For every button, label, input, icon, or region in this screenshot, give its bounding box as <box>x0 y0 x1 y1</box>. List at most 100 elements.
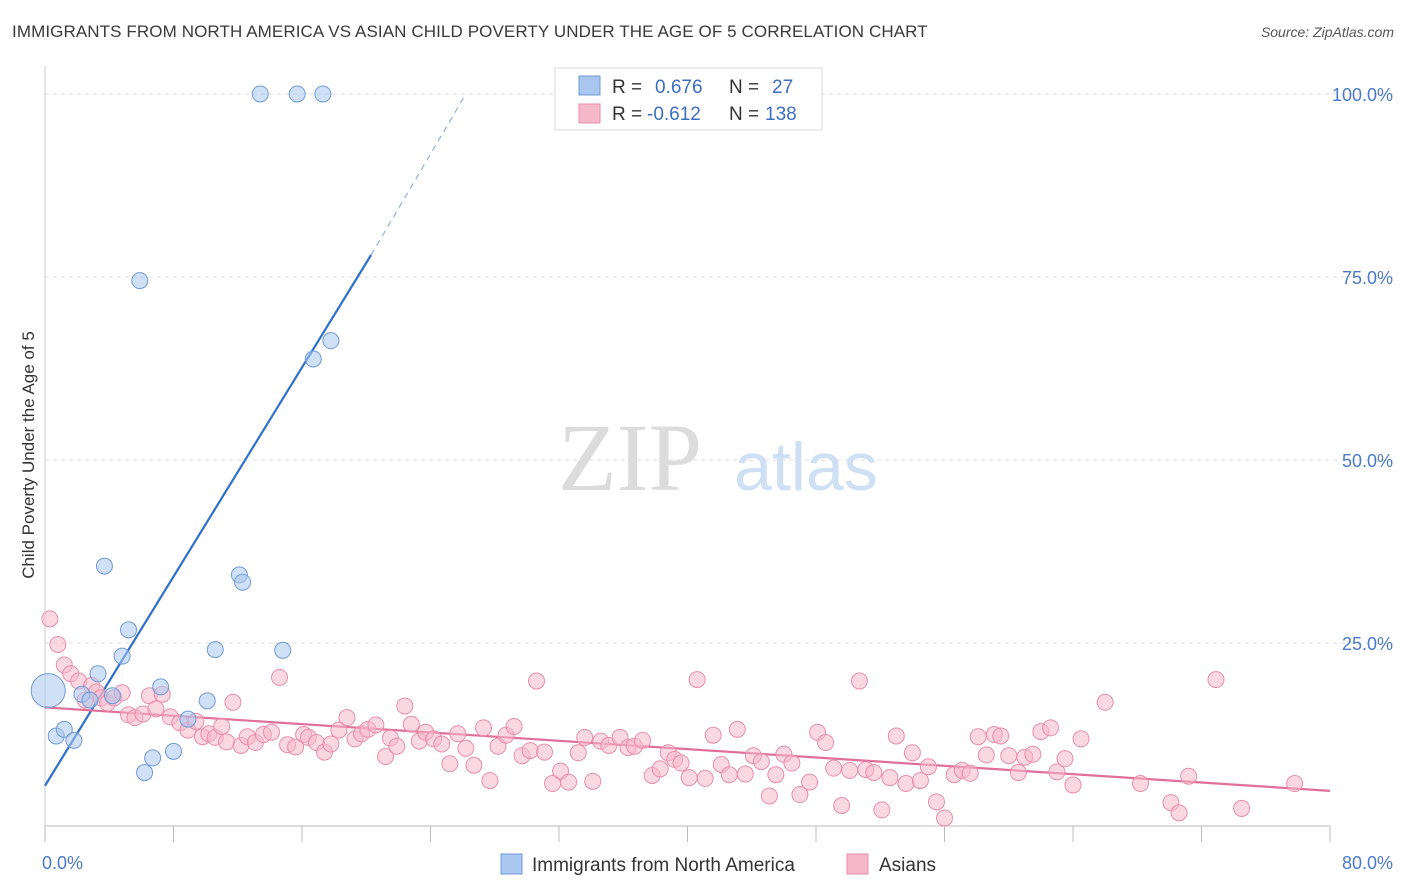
point-asians <box>887 727 905 745</box>
point-asians <box>977 746 995 764</box>
point-asians <box>338 709 356 727</box>
point-asians <box>475 719 493 737</box>
point-north-america <box>131 272 149 290</box>
point-north-america <box>198 692 216 710</box>
bottom-legend-swatch-asians <box>846 853 869 875</box>
point-asians <box>1000 747 1018 765</box>
legend-r-value-1: 0.676 <box>655 77 703 98</box>
point-asians <box>688 671 706 689</box>
point-asians <box>720 766 738 784</box>
point-asians <box>1286 775 1304 793</box>
source-label: Source: ZipAtlas.com <box>1260 24 1394 40</box>
point-north-america <box>136 764 154 782</box>
y-tick-label: 50.0% <box>1342 451 1393 471</box>
bottom-legend-label-asians: Asians <box>879 855 936 876</box>
point-north-america <box>89 665 107 683</box>
y-tick-label: 25.0% <box>1342 634 1393 654</box>
chart-title: IMMIGRANTS FROM NORTH AMERICA VS ASIAN C… <box>12 22 928 41</box>
point-asians <box>634 731 652 749</box>
point-asians <box>1048 763 1066 781</box>
x-tick-label-max: 80.0% <box>1342 853 1393 873</box>
point-asians <box>576 728 594 746</box>
point-asians <box>865 764 883 782</box>
point-asians <box>903 744 921 762</box>
point-asians <box>833 797 851 815</box>
point-north-america <box>113 647 131 665</box>
point-asians <box>433 735 451 753</box>
point-asians <box>919 758 937 776</box>
legend-n-value-1: 27 <box>772 77 793 98</box>
point-asians <box>402 715 420 733</box>
point-asians <box>961 764 979 782</box>
watermark: ZIP atlas <box>558 404 878 511</box>
point-asians <box>147 700 165 718</box>
point-asians <box>881 769 899 787</box>
point-asians <box>218 733 236 751</box>
point-asians <box>783 754 801 772</box>
point-asians <box>801 773 819 791</box>
point-asians <box>330 721 348 739</box>
point-asians <box>367 716 385 734</box>
trend-line-asians <box>44 706 1331 792</box>
point-asians <box>1042 719 1060 737</box>
y-tick-label: 100.0% <box>1332 85 1393 105</box>
point-asians <box>262 723 280 741</box>
point-asians <box>465 756 483 774</box>
watermark-zip: ZIP <box>558 404 702 511</box>
point-asians <box>1072 730 1090 748</box>
point-asians <box>213 717 231 735</box>
point-north-america <box>95 557 113 575</box>
point-north-america <box>81 691 99 709</box>
legend-r-label-1: R = <box>612 77 642 98</box>
point-asians <box>752 753 770 771</box>
point-asians <box>441 755 459 773</box>
point-asians <box>1009 764 1027 782</box>
point-north-america <box>288 85 306 103</box>
point-asians <box>396 697 414 715</box>
point-north-america <box>274 641 292 659</box>
point-asians <box>41 610 59 628</box>
point-asians <box>1024 745 1042 763</box>
bottom-legend: Immigrants from North America Asians <box>500 853 936 876</box>
legend-r-label-2: R = <box>612 104 642 125</box>
point-asians <box>1096 693 1114 711</box>
point-north-america <box>165 742 182 760</box>
point-north-america <box>322 332 340 350</box>
data-points <box>30 85 1304 827</box>
legend-n-label-2: N = <box>729 104 759 125</box>
bottom-legend-swatch-north-america <box>500 853 523 875</box>
legend-swatch-asians <box>578 103 601 124</box>
legend-box: R = 0.676 N = 27 R = -0.612 N = 138 <box>554 67 823 131</box>
point-asians <box>969 728 987 746</box>
point-asians <box>388 737 406 755</box>
point-asians <box>841 761 859 779</box>
point-asians <box>704 726 722 744</box>
point-asians <box>569 744 587 762</box>
y-tick-labels: 25.0% 50.0% 75.0% 100.0% <box>1332 85 1393 654</box>
legend-r-value-2: -0.612 <box>647 104 701 125</box>
point-asians <box>1131 775 1149 793</box>
point-north-america <box>206 641 224 659</box>
point-north-america <box>152 678 170 696</box>
point-asians <box>449 725 467 743</box>
point-asians <box>911 772 929 790</box>
point-asians <box>767 766 785 784</box>
point-asians <box>992 727 1010 745</box>
point-asians <box>936 809 953 827</box>
point-north-america <box>103 687 121 705</box>
point-asians <box>1056 750 1074 768</box>
point-north-america <box>251 85 269 103</box>
point-north-america <box>30 673 66 709</box>
point-asians <box>1207 671 1225 689</box>
point-north-america <box>65 731 83 749</box>
point-asians <box>584 772 602 790</box>
point-asians <box>1170 804 1188 822</box>
point-north-america <box>144 749 162 767</box>
point-asians <box>696 769 714 787</box>
bottom-legend-label-north-america: Immigrants from North America <box>532 855 795 876</box>
point-asians <box>505 717 523 735</box>
point-asians <box>1064 776 1082 794</box>
point-asians <box>521 742 539 760</box>
y-tick-label: 75.0% <box>1342 268 1393 288</box>
